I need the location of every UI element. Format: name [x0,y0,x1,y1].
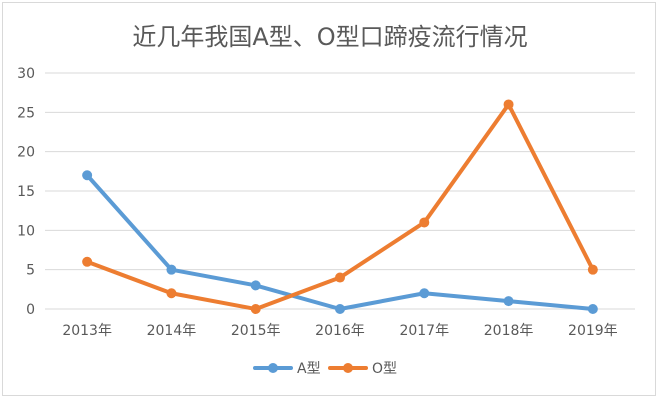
y-tick-label: 25 [17,105,35,121]
gridlines [45,72,635,310]
data-point [166,288,177,299]
data-point [250,280,261,291]
data-point [419,288,430,299]
data-point [419,217,430,228]
y-tick-label: 15 [17,184,35,200]
chart-title: 近几年我国A型、O型口蹄疫流行情况 [132,23,527,51]
legend: A型 O型 [253,361,397,377]
data-point [166,264,177,275]
data-point [335,304,345,314]
data-point [587,264,598,275]
data-point [503,99,514,110]
x-tick-label: 2014年 [147,323,197,339]
x-tick-label: 2017年 [399,323,449,339]
data-point [587,304,598,314]
data-point [503,296,514,307]
legend-marker [268,363,278,373]
y-tick-label: 10 [17,223,35,239]
legend-marker [343,363,353,373]
x-tick-label: 2018年 [484,323,534,339]
x-tick-label: 2015年 [231,323,281,339]
data-point [250,304,261,314]
legend-label: O型 [372,361,397,377]
legend-label: A型 [297,361,321,377]
x-tick-label: 2016年 [315,323,365,339]
x-tick-label: 2013年 [62,323,112,339]
y-tick-label: 0 [26,302,35,318]
y-axis-ticks: 0 5 10 15 20 25 30 [17,66,35,318]
series-layer [82,99,598,314]
y-tick-label: 20 [17,145,35,161]
y-tick-label: 5 [26,263,35,279]
x-tick-label: 2019年 [568,323,618,339]
y-tick-label: 30 [17,66,35,82]
data-point [82,170,93,181]
data-point [335,272,345,283]
data-point [82,256,93,267]
x-axis-ticks: 2013年 2014年 2015年 2016年 2017年 2018年 2019年 [62,323,617,339]
